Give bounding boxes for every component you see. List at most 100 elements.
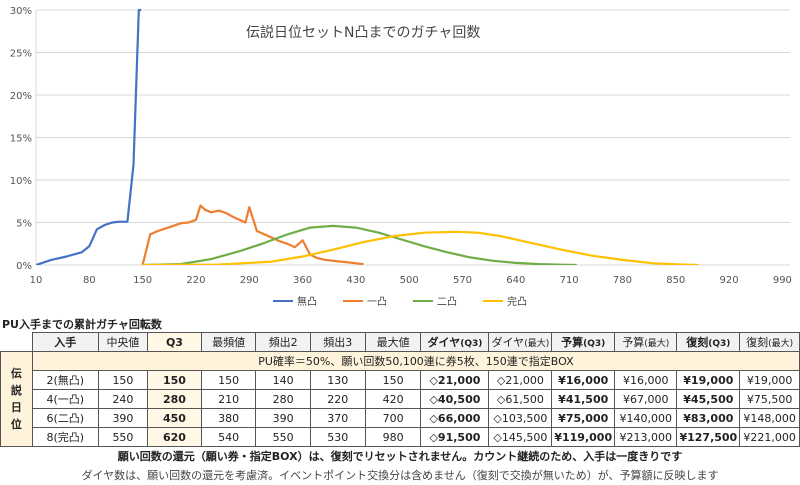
column-header-label: 復刻	[746, 336, 769, 349]
table-cell: 540	[200, 427, 257, 447]
table-cell: 370	[309, 408, 366, 428]
y-tick-label: 10%	[10, 176, 32, 187]
table-cell: ¥19,000	[676, 370, 741, 390]
table-cell: ¥148,000	[739, 408, 800, 428]
table-cell: 130	[309, 370, 366, 390]
table-cell: ¥75,500	[739, 389, 800, 409]
column-header-label: 頻出2	[268, 336, 298, 349]
conditions-note: PU確率＝50%、願い回数50,100連に券5枚、150連で指定BOX	[31, 351, 800, 371]
footer-note-2: ダイヤ数は、願い回数の還元を考慮済。イベントポイント交換分は含めません（復刻で交…	[81, 469, 719, 482]
column-header: 中央値	[97, 332, 149, 352]
table-cell: 2(無凸)	[31, 370, 99, 390]
x-tick-label: 430	[346, 275, 365, 286]
chart-title: 伝説日位セットN凸までのガチャ回数	[246, 25, 481, 41]
column-header: 頻出2	[255, 332, 311, 352]
column-header-sub: (最大)	[524, 339, 550, 349]
table-cell: 210	[200, 389, 257, 409]
table-cell: 530	[309, 427, 366, 447]
legend-swatch	[343, 299, 363, 302]
column-header-sub: (Q3)	[583, 339, 606, 349]
y-tick-label: 15%	[10, 134, 32, 145]
table-cell: 550	[97, 427, 149, 447]
column-header: 復刻(Q3)	[676, 332, 741, 352]
column-header: 入手	[31, 332, 99, 352]
table-cell: ¥75,000	[551, 408, 616, 428]
table-cell: ¥16,000	[551, 370, 616, 390]
column-header-label: ダイヤ	[427, 336, 461, 349]
chart-area: 0% 5% 10% 15% 20% 25% 30% 10 80 150 220 290 360 430 50…	[10, 6, 792, 308]
legend-swatch	[483, 299, 503, 302]
table-row: 8(完凸) 550 620 540 550 530 980 ◇91,500 ◇145,500 ¥1…	[1, 427, 800, 447]
table-row: 2(無凸) 150 150 150 140 130 150 ◇21,000 ◇21,000 ¥16…	[1, 370, 800, 390]
table-cell: ¥16,000	[614, 370, 678, 390]
y-tick-label: 25%	[10, 49, 32, 60]
table-cell: ¥83,000	[676, 408, 741, 428]
column-header-label: 予算	[561, 336, 584, 349]
x-tick-label: 500	[400, 275, 419, 286]
table-cell: 550	[255, 427, 311, 447]
column-header-sub: (最大)	[768, 339, 794, 349]
x-tick-label: 920	[720, 275, 739, 286]
footer-note-1: 願い回数の還元（願い券・指定BOX）は、復刻でリセットされません。カウント継続の…	[117, 450, 683, 463]
column-header-label: 最大値	[376, 336, 410, 349]
summary-table: 入手 中央値 Q3 最頻値 頻出2 頻出3 最大値 ダイヤ(Q3) ダイヤ(最大) 予算(Q3) 予…	[0, 332, 800, 447]
legend-item: 一凸	[343, 293, 387, 308]
x-tick-label: 290	[240, 275, 259, 286]
table-cell: 450	[147, 408, 202, 428]
x-tick-label: 80	[83, 275, 96, 286]
table-cell: 280	[255, 389, 311, 409]
y-tick-label: 0%	[16, 261, 32, 272]
table-cell: 150	[200, 370, 257, 390]
group-label-char: 説	[10, 384, 22, 397]
table-cell: 4(一凸)	[31, 389, 99, 409]
x-tick-label: 570	[453, 275, 472, 286]
x-tick-label: 640	[506, 275, 525, 286]
table-cell: ¥140,000	[614, 408, 678, 428]
column-header: Q3	[147, 332, 202, 352]
legend-item: 完凸	[483, 293, 527, 308]
table-cell: ¥119,000	[551, 427, 616, 447]
table-cell: 280	[147, 389, 202, 409]
column-header: 復刻(最大)	[739, 332, 800, 352]
column-header: 頻出3	[309, 332, 366, 352]
column-header-label: 頻出3	[323, 336, 353, 349]
x-tick-label: 850	[666, 275, 685, 286]
y-tick-label: 5%	[16, 219, 32, 230]
column-header-label: ダイヤ	[491, 336, 525, 349]
table-cell: 240	[97, 389, 149, 409]
column-header-label: Q3	[165, 335, 183, 349]
note-row: 伝説日位 PU確率＝50%、願い回数50,100連に券5枚、150連で指定BOX	[0, 351, 800, 447]
column-header: 最頻値	[200, 332, 257, 352]
table-cell: 150	[364, 370, 422, 390]
table-row: 4(一凸) 240 280 210 280 220 420 ◇40,500 ◇61,500 ¥41…	[1, 389, 800, 409]
table-cell: ◇91,500	[420, 427, 490, 447]
x-tick-label: 150	[133, 275, 152, 286]
table-cell: 8(完凸)	[31, 427, 99, 447]
column-header-label: 中央値	[106, 336, 140, 349]
legend-item: 無凸	[273, 293, 317, 308]
table-cell: 150	[97, 370, 149, 390]
table-cell: 700	[364, 408, 422, 428]
table-cell: ◇61,500	[488, 389, 553, 409]
table-row: 6(二凸) 390 450 380 390 370 700 ◇66,000 ◇103,500 ¥7…	[1, 408, 800, 428]
column-header: ダイヤ(Q3)	[420, 332, 490, 352]
x-tick-label: 360	[293, 275, 312, 286]
series-line-4	[142, 230, 699, 265]
column-header-label: 最頻値	[212, 336, 246, 349]
y-tick-label: 30%	[10, 6, 32, 17]
y-tick-label: 20%	[10, 91, 32, 102]
x-tick-label: 710	[560, 275, 579, 286]
legend-swatch	[273, 299, 293, 302]
table-cell: ◇103,500	[488, 408, 553, 428]
table-cell: 620	[147, 427, 202, 447]
column-header: 予算(Q3)	[551, 332, 616, 352]
x-tick-label: 220	[186, 275, 205, 286]
table-cell: 980	[364, 427, 422, 447]
table-cell: ◇21,000	[420, 370, 490, 390]
table-cell: ¥127,500	[676, 427, 741, 447]
legend-label: 完凸	[507, 297, 527, 308]
table-cell: 390	[97, 408, 149, 428]
column-header-sub: (Q3)	[460, 339, 483, 349]
table-cell: ◇21,000	[488, 370, 553, 390]
legend-item: 二凸	[413, 293, 457, 308]
